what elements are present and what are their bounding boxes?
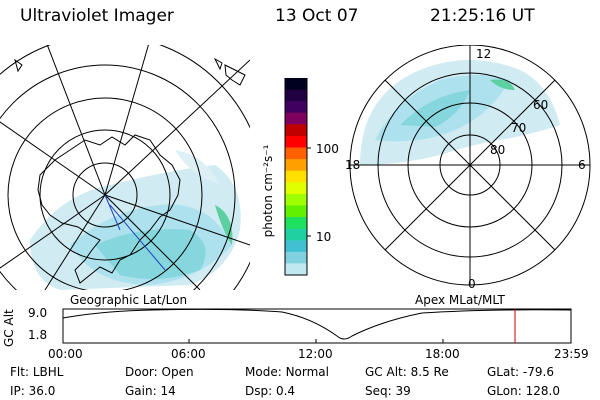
aurora-emission-left <box>30 150 241 290</box>
colorbar-segment <box>285 240 307 253</box>
mlat-label-80: 80 <box>490 143 506 157</box>
timeline-xtick-1: 06:00 <box>171 347 206 361</box>
terminator-region <box>0 45 2 290</box>
timeline-ylabel: GC Alt <box>2 309 16 347</box>
info-gain: Gain: 14 <box>125 384 176 398</box>
info-filter: Flt: LBHL <box>10 365 64 379</box>
colorbar-label-10: 10 <box>316 230 332 244</box>
colorbar-segment <box>285 251 307 264</box>
aurora-emission-right <box>360 60 560 165</box>
colorbar-segment <box>285 101 307 114</box>
geographic-grid <box>0 45 250 290</box>
colorbar-segment <box>285 135 307 149</box>
colorbar-segment <box>285 228 307 241</box>
app-title: Ultraviolet Imager <box>20 6 174 26</box>
info-glon: GLon: 128.0 <box>487 384 560 398</box>
colorbar-segment <box>285 124 307 137</box>
info-mode: Mode: Normal <box>245 365 329 379</box>
colorbar-segment <box>285 78 307 91</box>
colorbar-segment <box>285 147 307 160</box>
spacecraft-track <box>109 204 166 271</box>
timeline-xtick-0: 00:00 <box>48 347 83 361</box>
colorbar: photon cm⁻²s⁻¹ <box>261 78 311 276</box>
timeline-xtick-3: 18:00 <box>425 347 460 361</box>
mlt-label-18: 18 <box>345 158 361 172</box>
altitude-curve <box>62 308 572 340</box>
observation-time: 21:25:16 UT <box>430 6 535 26</box>
colorbar-segment <box>285 205 307 218</box>
colorbar-segment <box>285 182 307 195</box>
mlt-label-0: 0 <box>468 277 476 291</box>
info-seq: Seq: 39 <box>365 384 411 398</box>
timeline-ytick-bottom: 1.8 <box>28 328 48 342</box>
colorbar-gradient <box>285 78 307 276</box>
colorbar-segment <box>285 112 307 125</box>
mlat-label-70: 70 <box>511 121 527 135</box>
magnetic-grid <box>349 45 591 286</box>
colorbar-segment <box>285 217 307 230</box>
info-glat: GLat: -79.6 <box>487 365 554 379</box>
colorbar-label-100: 100 <box>316 142 339 156</box>
info-door: Door: Open <box>125 365 194 379</box>
magnetic-polar-plot <box>349 45 591 286</box>
coastline-outline <box>14 57 246 284</box>
timeline-xtick-2: 12:00 <box>298 347 333 361</box>
mlat-label-60: 60 <box>533 98 549 112</box>
geographic-polar-plot <box>0 45 250 290</box>
timeline-xtick-4: 23:59 <box>554 347 589 361</box>
mlt-label-12: 12 <box>476 47 492 61</box>
colorbar-segment <box>285 193 307 206</box>
colorbar-segment <box>285 159 307 172</box>
right-panel-label: Apex MLat/MLT <box>415 293 505 307</box>
altitude-timeline <box>62 308 572 344</box>
info-gc-alt: GC Alt: 8.5 Re <box>365 365 449 379</box>
colorbar-segment <box>285 263 307 276</box>
left-panel-label: Geographic Lat/Lon <box>70 293 188 307</box>
colorbar-segment <box>285 170 307 183</box>
colorbar-unit-label: photon cm⁻²s⁻¹ <box>261 144 275 237</box>
observation-date: 13 Oct 07 <box>275 6 359 26</box>
timeline-ytick-top: 9.0 <box>28 306 48 320</box>
colorbar-segment <box>285 89 307 102</box>
mlt-label-6: 6 <box>578 158 586 172</box>
info-ip: IP: 36.0 <box>10 384 56 398</box>
info-dsp: Dsp: 0.4 <box>245 384 296 398</box>
